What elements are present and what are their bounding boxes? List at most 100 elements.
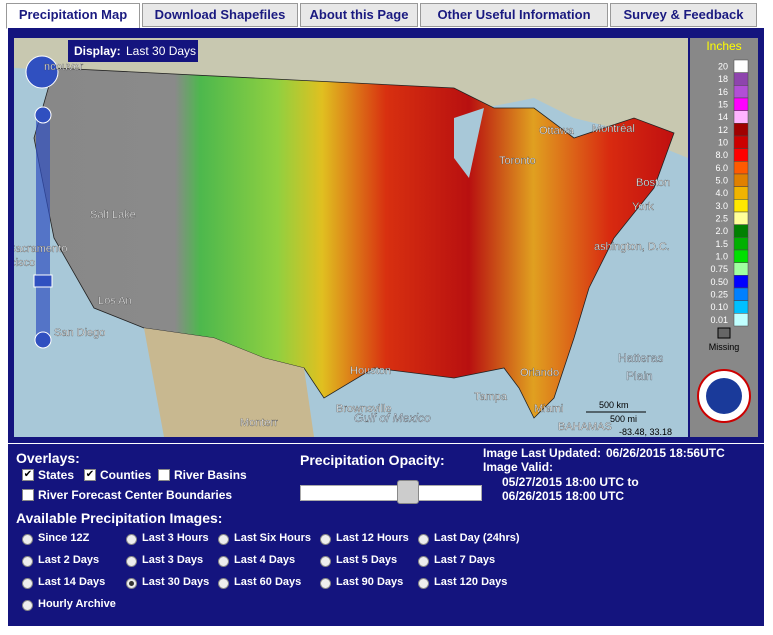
legend-label: 14 — [718, 112, 728, 122]
legend-label: 16 — [718, 87, 728, 97]
legend-label: 1.0 — [715, 252, 728, 262]
radio[interactable] — [22, 534, 33, 545]
map-frame: Display: Last 30 Days ncouver Ottawa Montr… — [8, 28, 764, 443]
legend-swatch — [733, 300, 749, 314]
legend-swatch — [733, 123, 749, 137]
checkbox[interactable] — [158, 469, 170, 481]
legend-label: 10 — [718, 138, 728, 148]
radio-label[interactable]: Hourly Archive — [38, 598, 116, 610]
tab[interactable]: Precipitation Map — [6, 3, 140, 29]
nws-logo-inner — [706, 378, 742, 414]
radio-label[interactable]: Last 3 Days — [142, 554, 204, 566]
radio-label[interactable]: Last 7 Days — [434, 554, 496, 566]
radio[interactable] — [22, 556, 33, 567]
control-panel: Overlays: ✔ States ✔ Counties River Basins Riv… — [8, 444, 764, 626]
legend-swatch — [733, 199, 749, 213]
legend-swatch — [733, 135, 749, 149]
radio-label[interactable]: Last Day (24hrs) — [434, 532, 520, 544]
display-label: Display: — [74, 44, 121, 58]
legend-swatch — [733, 85, 749, 99]
legend-label: 0.01 — [710, 315, 728, 325]
radio-label[interactable]: Last 120 Days — [434, 576, 508, 588]
scale-km: 500 km — [599, 400, 629, 410]
checkbox-label: River Forecast Center Boundaries — [38, 488, 233, 502]
place-label: ncisco — [14, 257, 35, 269]
radio-label[interactable]: Last 2 Days — [38, 554, 100, 566]
tab[interactable]: Download Shapefiles — [142, 3, 298, 27]
checkbox[interactable] — [22, 489, 34, 501]
place-label: Ottawa — [539, 125, 575, 137]
legend-swatch — [733, 161, 749, 175]
legend-label: 15 — [718, 100, 728, 110]
place-label: Orlando — [520, 367, 559, 379]
radio[interactable] — [22, 600, 33, 611]
place-label: Los An — [98, 295, 132, 307]
radio[interactable] — [126, 534, 137, 545]
status-text: Image Valid: — [483, 460, 554, 474]
legend-swatch — [733, 224, 749, 238]
legend-label: 2.0 — [715, 226, 728, 236]
radio[interactable] — [218, 578, 229, 589]
radio-label[interactable]: Last Six Hours — [234, 532, 312, 544]
tab[interactable]: About this Page — [300, 3, 418, 27]
radio[interactable] — [320, 534, 331, 545]
radio-label[interactable]: Last 30 Days — [142, 576, 210, 588]
legend-swatch — [733, 313, 749, 327]
tab[interactable]: Other Useful Information — [420, 3, 608, 27]
opacity-slider[interactable] — [300, 485, 482, 501]
legend-label: 0.25 — [710, 290, 728, 300]
radio[interactable] — [418, 556, 429, 567]
radio-label[interactable]: Last 5 Days — [336, 554, 398, 566]
legend-swatch — [733, 275, 749, 289]
place-label: Miami — [534, 403, 563, 415]
legend-swatch — [733, 211, 749, 225]
legend-label: 6.0 — [715, 163, 728, 173]
radio-label[interactable]: Since 12Z — [38, 532, 90, 544]
coords: -83.48, 33.18 — [619, 427, 672, 437]
images-title: Available Precipitation Images: — [16, 510, 223, 526]
radio-label[interactable]: Last 12 Hours — [336, 532, 409, 544]
place-label: Montréal — [592, 123, 635, 135]
radio-label[interactable]: Last 14 Days — [38, 576, 106, 588]
tab[interactable]: Survey & Feedback — [610, 3, 757, 27]
radio-label[interactable]: Last 60 Days — [234, 576, 302, 588]
radio[interactable] — [126, 578, 137, 589]
legend-swatch — [733, 262, 749, 276]
legend-swatch — [733, 287, 749, 301]
radio[interactable] — [418, 534, 429, 545]
status-text: Image Last Updated: — [483, 446, 602, 460]
opacity-title: Precipitation Opacity: — [300, 452, 445, 468]
radio-label[interactable]: Last 4 Days — [234, 554, 296, 566]
radio[interactable] — [126, 556, 137, 567]
radio[interactable] — [218, 534, 229, 545]
legend-swatch — [733, 72, 749, 86]
radio[interactable] — [22, 578, 33, 589]
legend-label: 3.0 — [715, 201, 728, 211]
checkbox[interactable]: ✔ — [22, 469, 34, 481]
status-text: 05/27/2015 18:00 UTC to — [502, 475, 639, 489]
radio[interactable] — [418, 578, 429, 589]
map[interactable]: Display: Last 30 Days ncouver Ottawa Montr… — [14, 38, 688, 437]
place-label: Plain — [626, 369, 653, 383]
slider-thumb[interactable] — [397, 480, 419, 504]
checkbox[interactable]: ✔ — [84, 469, 96, 481]
nav-control[interactable] — [25, 55, 59, 349]
legend-title: Inches — [706, 39, 741, 53]
radio-label[interactable]: Last 3 Hours — [142, 532, 209, 544]
radio[interactable] — [320, 578, 331, 589]
place-label: Salt Lake — [90, 209, 136, 221]
place-label: Tampa — [474, 391, 508, 403]
legend-label: 1.5 — [715, 239, 728, 249]
radio[interactable] — [218, 556, 229, 567]
status-text: 06/26/2015 18:56UTC — [606, 446, 725, 460]
radio-label[interactable]: Last 90 Days — [336, 576, 404, 588]
radio[interactable] — [320, 556, 331, 567]
place-label: Boston — [636, 177, 670, 189]
legend-swatch — [733, 148, 749, 162]
legend-label: 12 — [718, 125, 728, 135]
lake — [454, 108, 484, 178]
legend-swatch — [733, 237, 749, 251]
legend-label: 0.50 — [710, 277, 728, 287]
precip-overlay — [33, 67, 675, 419]
